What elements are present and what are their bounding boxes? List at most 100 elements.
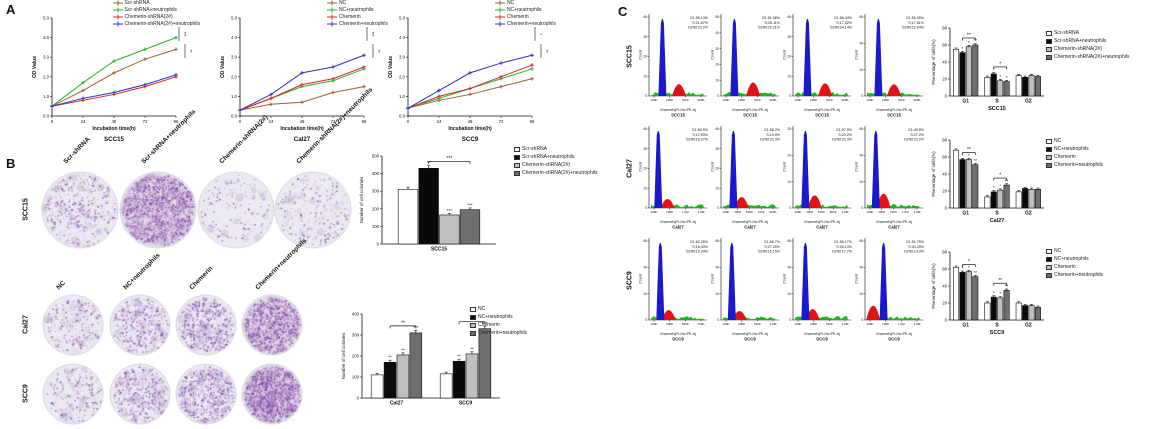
- svg-text:Channels(FL/Ac:PE-A): Channels(FL/Ac:PE-A): [876, 108, 912, 112]
- svg-text:Count: Count: [783, 162, 787, 171]
- colony-dish: [274, 171, 352, 249]
- svg-text:Count: Count: [855, 274, 859, 283]
- legend-item: Chemerin-shRNA(2#): [514, 162, 597, 168]
- svg-text:700K: 700K: [882, 322, 889, 326]
- svg-text:24: 24: [437, 119, 442, 124]
- svg-text:20: 20: [643, 292, 647, 296]
- bar: [409, 332, 423, 399]
- legend-label: Chemerin-shRNA(2#)+neutrophils: [1054, 54, 1130, 60]
- svg-text:300: 300: [352, 333, 360, 338]
- legend-label: NC+neutrophils: [1054, 256, 1089, 262]
- svg-text:Cal27: Cal27: [672, 225, 684, 230]
- svg-text:72: 72: [331, 119, 336, 124]
- flow-histogram-plot: 40 30 20 10 0 Count 100K 300K 500K 700K 900K G1:58.…: [711, 126, 781, 230]
- legend-item: Chemerin-shRNA(2#)+neutrophils: [514, 170, 597, 176]
- svg-text:100K: 100K: [650, 322, 657, 326]
- svg-text:S: S: [995, 211, 999, 217]
- svg-text:1.0: 1.0: [399, 94, 406, 99]
- flow-histogram: 60 40 20 0 Count 100K 400K 700K 1.0M 1.3M G1:49.5%…: [854, 122, 926, 237]
- svg-text:10: 10: [643, 186, 647, 190]
- svg-text:S:26.13%: S:26.13%: [836, 245, 852, 249]
- colony-dish: [41, 171, 119, 249]
- svg-text:**: **: [967, 147, 971, 153]
- legend-marker-icon: [514, 146, 520, 152]
- svg-text:***: ***: [447, 208, 453, 213]
- flow-histogram: 40 30 20 10 0 Count 100K 200K 300K 400K G1:55.13% S…: [638, 10, 710, 125]
- legend-marker-icon: [1046, 154, 1052, 160]
- svg-text:Count: Count: [783, 274, 787, 283]
- dish-column-label: NC: [55, 279, 67, 292]
- svg-text:SCC15: SCC15: [431, 247, 447, 253]
- svg-text:700K: 700K: [697, 322, 704, 326]
- svg-text:40: 40: [942, 284, 947, 289]
- svg-text:300K: 300K: [682, 98, 689, 102]
- svg-text:40: 40: [787, 266, 791, 270]
- bar: [452, 360, 466, 399]
- svg-text:30: 30: [787, 35, 791, 39]
- svg-text:*: *: [962, 46, 964, 51]
- legend-label: NC+neutrophils: [1054, 146, 1089, 152]
- svg-text:*: *: [968, 259, 970, 265]
- legend-label: Chemerin-shRNA(2#): [124, 14, 173, 20]
- legend-marker-icon: [112, 21, 123, 27]
- svg-text:S:27.2%: S:27.2%: [910, 133, 924, 137]
- svg-text:Incubation time(h): Incubation time(h): [280, 126, 324, 132]
- svg-text:3.0: 3.0: [231, 55, 238, 60]
- svg-text:*: *: [999, 74, 1001, 79]
- legend: NC NC+neutrophils Chemerin Chemerin+neutrop…: [1046, 138, 1103, 168]
- svg-text:500K: 500K: [746, 210, 753, 214]
- svg-text:3.0: 3.0: [399, 55, 406, 60]
- legend: Scr-shRNA Scr-shRNA+neutrophils Chemerin-s…: [1046, 30, 1129, 60]
- legend: NC NC+neutrophils Chemerin Chemerin+neutrop…: [1046, 248, 1103, 278]
- legend-marker-icon: [1046, 272, 1052, 278]
- colony-dish: [109, 294, 171, 356]
- legend-label: NC+neutrophils: [506, 7, 542, 13]
- legend-label: Chemerin: [506, 14, 529, 20]
- svg-text:72: 72: [499, 119, 504, 124]
- bar: [953, 48, 960, 97]
- svg-text:80: 80: [942, 138, 947, 143]
- svg-text:300K: 300K: [666, 322, 673, 326]
- svg-text:G2/M:17.7%: G2/M:17.7%: [832, 250, 853, 254]
- svg-text:20: 20: [787, 154, 791, 158]
- svg-text:0: 0: [789, 318, 791, 322]
- bar: [984, 302, 991, 321]
- svg-text:*: *: [993, 185, 995, 190]
- svg-text:Channels(FL/Ac:PE-A): Channels(FL/Ac:PE-A): [732, 108, 768, 112]
- bar: [953, 149, 960, 209]
- svg-text:0: 0: [51, 119, 54, 124]
- svg-text:20: 20: [859, 180, 863, 184]
- legend-label: Chemerin+neutrophils: [338, 21, 388, 27]
- svg-text:100K: 100K: [866, 98, 873, 102]
- svg-text:SCC9: SCC9: [990, 330, 1005, 336]
- svg-text:Cal27: Cal27: [390, 401, 404, 407]
- svg-text:96: 96: [530, 119, 535, 124]
- svg-text:1.0M: 1.0M: [842, 322, 849, 326]
- svg-text:48: 48: [112, 119, 117, 124]
- legend-marker-icon: [1046, 248, 1052, 254]
- svg-text:*: *: [968, 40, 970, 45]
- svg-text:**: **: [470, 346, 474, 351]
- legend-marker-icon: [1046, 138, 1052, 144]
- svg-text:SCC9: SCC9: [459, 401, 473, 407]
- svg-text:30: 30: [715, 47, 719, 51]
- bar: [959, 52, 966, 97]
- svg-text:G2/M:14.0%: G2/M:14.0%: [904, 250, 925, 254]
- legend-item: Scr-shRNA+neutrophils: [112, 7, 200, 13]
- svg-text:1.0: 1.0: [231, 94, 238, 99]
- svg-text:0: 0: [407, 119, 410, 124]
- bar-chart-cellcycle-scc15: 0 20 40 60 80 Percentage of cells(%) * * ** G1 * * *…: [928, 16, 1046, 121]
- svg-text:SCC15: SCC15: [988, 106, 1006, 112]
- svg-text:400K: 400K: [769, 98, 776, 102]
- bar: [1028, 75, 1035, 97]
- bar: [1015, 302, 1022, 321]
- legend: NC NC+neutrophils Chemerin Chemerin+neutrop…: [326, 0, 388, 27]
- legend-marker-icon: [494, 14, 505, 20]
- bar: [478, 328, 492, 399]
- svg-text:Count: Count: [783, 50, 787, 59]
- legend-label: Chemerin-shRNA(2#)+neutrophils: [522, 170, 598, 176]
- legend-item: NC: [1046, 138, 1103, 144]
- svg-text:G2/M:16.15%: G2/M:16.15%: [758, 250, 781, 254]
- legend-item: Chemerin-shRNA(2#): [112, 14, 200, 20]
- svg-text:300K: 300K: [734, 210, 741, 214]
